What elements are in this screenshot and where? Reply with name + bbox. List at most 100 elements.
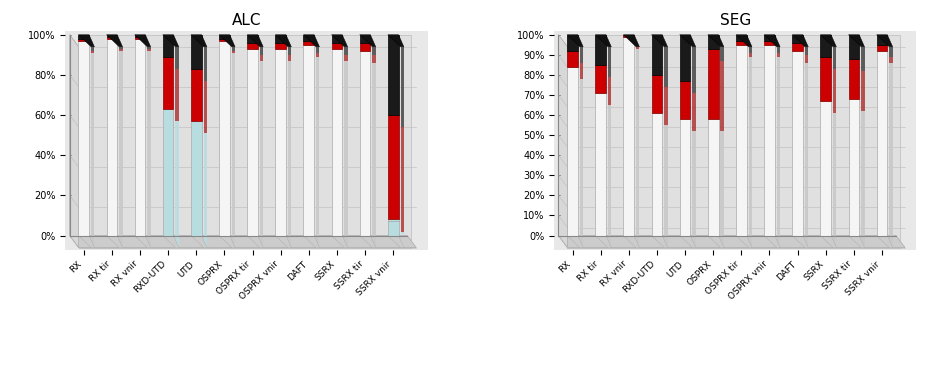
Bar — [148, 49, 151, 51]
Polygon shape — [304, 35, 320, 47]
Bar — [344, 61, 348, 248]
Bar — [777, 53, 780, 57]
Bar — [191, 69, 202, 121]
Bar — [692, 93, 696, 131]
Bar — [833, 113, 837, 248]
Bar — [176, 121, 179, 248]
Bar — [107, 37, 117, 39]
Bar — [580, 47, 583, 63]
Polygon shape — [820, 235, 837, 248]
Polygon shape — [624, 35, 640, 47]
Bar — [721, 61, 724, 131]
Polygon shape — [558, 35, 568, 248]
Polygon shape — [70, 235, 416, 248]
Polygon shape — [736, 35, 752, 47]
Polygon shape — [275, 35, 292, 47]
Bar — [275, 43, 286, 49]
Bar — [568, 35, 578, 51]
Bar — [848, 99, 859, 235]
Polygon shape — [107, 35, 122, 47]
Bar — [204, 133, 207, 248]
Bar — [848, 35, 859, 59]
Bar — [247, 49, 258, 235]
Bar — [400, 127, 404, 232]
Bar — [736, 41, 747, 45]
Bar — [664, 87, 668, 125]
Polygon shape — [708, 35, 724, 47]
Polygon shape — [848, 35, 865, 47]
Polygon shape — [219, 235, 235, 248]
Bar — [820, 101, 831, 235]
Bar — [764, 35, 775, 41]
Polygon shape — [191, 235, 207, 248]
Bar — [148, 51, 151, 248]
Bar — [119, 47, 122, 49]
Polygon shape — [135, 35, 151, 47]
Bar — [119, 49, 122, 51]
Bar — [191, 121, 202, 235]
Bar — [91, 53, 94, 248]
Polygon shape — [596, 35, 611, 47]
Polygon shape — [388, 235, 404, 248]
Polygon shape — [247, 35, 264, 47]
Bar — [219, 39, 230, 41]
Bar — [708, 35, 718, 49]
Polygon shape — [191, 35, 207, 47]
Bar — [79, 41, 89, 235]
Bar — [580, 63, 583, 79]
Bar — [232, 51, 235, 53]
Bar — [596, 65, 606, 93]
Bar — [749, 57, 752, 248]
Bar — [624, 37, 634, 235]
Bar — [275, 35, 286, 43]
Polygon shape — [163, 235, 179, 248]
Bar — [792, 35, 803, 43]
Bar — [708, 49, 718, 119]
Bar — [777, 47, 780, 53]
Polygon shape — [736, 235, 752, 248]
Polygon shape — [135, 235, 151, 248]
Polygon shape — [764, 235, 780, 248]
Bar — [79, 39, 89, 41]
Bar — [247, 43, 258, 49]
Bar — [777, 57, 780, 248]
Bar — [163, 35, 174, 57]
Bar — [792, 51, 803, 235]
Bar — [692, 47, 696, 93]
Polygon shape — [79, 35, 94, 47]
Bar — [107, 39, 117, 235]
Bar — [91, 51, 94, 53]
Bar — [176, 47, 179, 69]
Bar — [372, 47, 376, 55]
Bar — [680, 35, 690, 81]
Bar — [388, 222, 398, 235]
Bar — [848, 59, 859, 99]
Polygon shape — [219, 35, 235, 47]
Bar — [360, 51, 370, 235]
Bar — [332, 49, 342, 235]
Bar — [596, 93, 606, 235]
Bar — [652, 113, 662, 235]
Bar — [861, 71, 865, 111]
Bar — [792, 43, 803, 51]
Polygon shape — [652, 35, 668, 47]
Polygon shape — [70, 35, 79, 248]
Bar — [680, 119, 690, 235]
Polygon shape — [877, 35, 893, 47]
Bar — [232, 53, 235, 248]
Bar — [568, 51, 578, 67]
Bar — [388, 35, 398, 115]
Bar — [624, 35, 634, 37]
Bar — [664, 125, 668, 248]
Bar — [288, 61, 292, 248]
Bar — [833, 47, 837, 69]
Bar — [764, 45, 775, 235]
Polygon shape — [558, 235, 905, 248]
Bar — [388, 115, 398, 220]
Bar — [608, 47, 611, 77]
Bar — [400, 47, 404, 127]
Polygon shape — [79, 235, 94, 248]
Bar — [204, 47, 207, 81]
Bar — [736, 45, 747, 235]
Bar — [877, 45, 887, 51]
